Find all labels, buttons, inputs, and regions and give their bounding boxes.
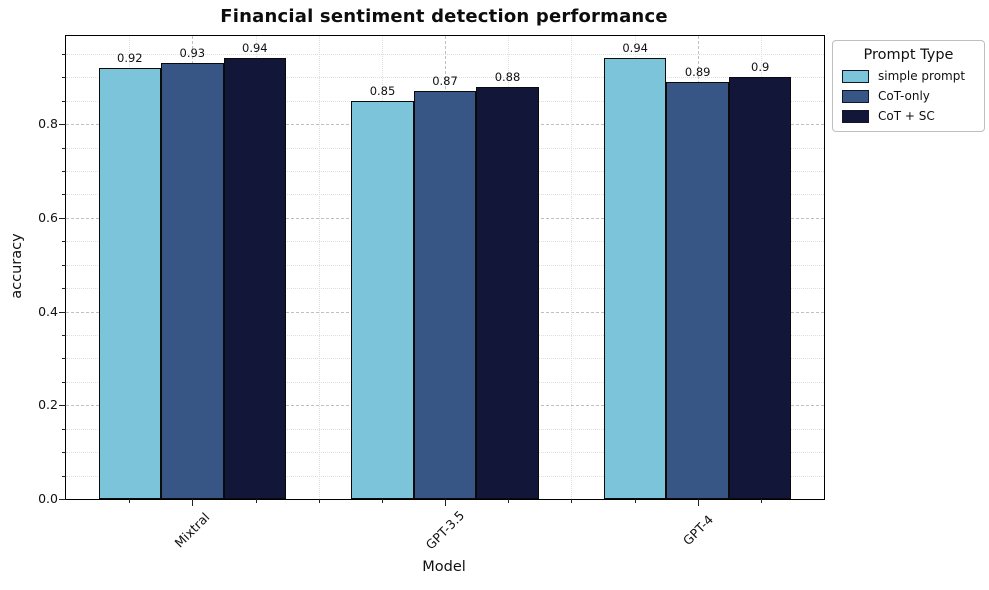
x-minor-tick [760, 499, 762, 503]
y-tick-label: 0.6 [38, 209, 58, 225]
y-minor-tick [62, 288, 66, 290]
plot-area: 0.92 0.85 0.94 0.93 0.87 0.89 0.94 0.88 0.9 0.0 0.… [38, 35, 825, 552]
x-tick-label: GPT-4 [679, 511, 716, 549]
y-tick [59, 499, 66, 500]
y-tick-label: 0.4 [38, 303, 58, 319]
legend-item-simple-prompt: simple prompt [842, 69, 975, 83]
y-tick [59, 124, 66, 126]
bar [603, 58, 667, 499]
y-minor-tick [62, 475, 66, 477]
x-tick [192, 499, 194, 506]
y-minor-tick [62, 53, 66, 55]
y-minor-tick [62, 358, 66, 360]
y-minor-tick [62, 194, 66, 196]
bar [161, 63, 224, 499]
x-minor-tick [571, 499, 573, 503]
y-minor-tick [62, 264, 66, 266]
x-minor-tick [255, 499, 257, 503]
x-minor-tick [381, 499, 383, 503]
legend: Prompt Type simple prompt CoT-only CoT +… [832, 40, 985, 132]
bar [728, 77, 792, 499]
x-axis-label: Model [422, 559, 466, 575]
y-minor-tick [62, 100, 66, 102]
legend-item-cot-only: CoT-only [842, 89, 975, 103]
legend-swatch-cot-only [842, 89, 869, 103]
x-tick [445, 499, 446, 506]
y-tick [59, 405, 66, 407]
bar [476, 86, 539, 499]
x-minor-tick [634, 499, 636, 503]
x-tick [697, 499, 699, 506]
y-minor-tick [62, 77, 66, 79]
bar-value-label: 0.85 [369, 83, 396, 98]
bar [666, 81, 729, 499]
x-minor-tick [318, 499, 320, 503]
y-tick [59, 217, 66, 219]
y-minor-tick [62, 428, 66, 430]
bar-value-label: 0.87 [432, 74, 458, 89]
y-tick-label: 0.2 [38, 397, 58, 413]
legend-swatch-cot-sc [842, 109, 869, 123]
x-tick-label: Mixtral [171, 509, 213, 551]
bar-value-label: 0.89 [684, 64, 711, 79]
y-minor-tick [62, 334, 66, 336]
bar [223, 58, 287, 499]
chart-title: Financial sentiment detection performanc… [220, 6, 668, 27]
y-tick [59, 311, 66, 313]
y-tick-label: 0.8 [38, 116, 58, 132]
legend-swatch-simple-prompt [842, 69, 869, 83]
bar-value-label: 0.93 [179, 46, 206, 61]
bar [413, 91, 477, 499]
y-tick-label: 0.0 [38, 491, 58, 506]
bar-value-label: 0.94 [622, 41, 648, 56]
y-minor-tick [62, 381, 66, 383]
legend-item-cot-sc: CoT + SC [842, 109, 975, 123]
y-minor-tick [62, 147, 66, 149]
x-tick-label: GPT-3.5 [422, 507, 468, 553]
minor-gridline [318, 36, 320, 499]
legend-item-label: CoT-only [878, 89, 930, 103]
legend-title: Prompt Type [863, 47, 954, 63]
bar [98, 67, 162, 499]
bar-value-label: 0.9 [751, 60, 770, 75]
bar-value-label: 0.94 [242, 41, 268, 56]
y-minor-tick [62, 241, 66, 243]
x-minor-tick [508, 499, 510, 503]
x-minor-tick [129, 499, 131, 503]
bar-value-label: 0.88 [494, 69, 521, 84]
legend-item-label: CoT + SC [878, 109, 935, 123]
minor-gridline [571, 36, 573, 499]
y-minor-tick [62, 170, 66, 172]
y-minor-tick [62, 452, 66, 454]
bar [351, 100, 414, 499]
y-axis-label: accuracy [9, 233, 25, 299]
legend-item-label: simple prompt [878, 69, 966, 83]
bar-value-label: 0.92 [117, 50, 143, 65]
